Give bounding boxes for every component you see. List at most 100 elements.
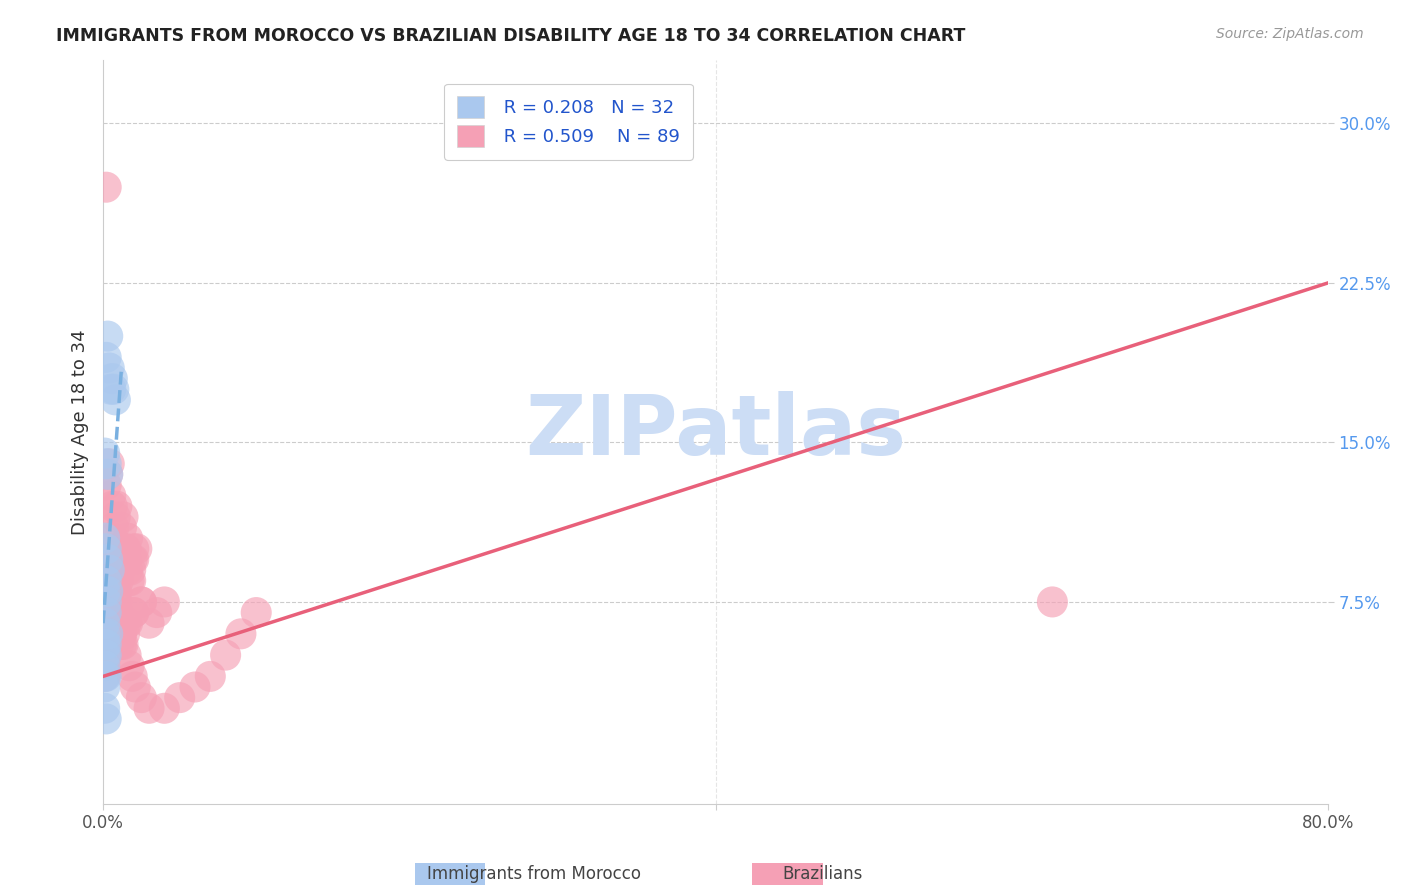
Point xyxy=(107,638,129,652)
Point xyxy=(104,509,127,524)
Point xyxy=(98,584,121,599)
Point xyxy=(138,616,160,631)
Point xyxy=(200,669,222,683)
Point xyxy=(93,701,115,715)
Point xyxy=(101,531,124,545)
Point xyxy=(93,680,115,694)
Point xyxy=(93,616,115,631)
Point xyxy=(108,541,131,556)
Point xyxy=(93,531,115,545)
Point xyxy=(97,638,120,652)
Point xyxy=(117,616,139,631)
Point xyxy=(112,638,135,652)
Point xyxy=(93,638,115,652)
Point xyxy=(114,627,136,641)
Point xyxy=(115,648,138,662)
Point xyxy=(97,563,120,577)
Point xyxy=(100,382,122,396)
Point xyxy=(96,351,118,365)
Point xyxy=(105,584,128,599)
Point xyxy=(110,638,132,652)
Point xyxy=(93,669,115,683)
Point xyxy=(96,541,118,556)
Point xyxy=(98,616,121,631)
Point xyxy=(105,595,128,609)
Point xyxy=(96,606,118,620)
Point xyxy=(97,329,120,343)
Point xyxy=(214,648,236,662)
Point xyxy=(100,541,122,556)
Point xyxy=(125,541,148,556)
Point xyxy=(103,382,125,396)
Point xyxy=(107,552,129,566)
Point xyxy=(103,616,125,631)
Point xyxy=(93,616,115,631)
Point xyxy=(110,627,132,641)
Point xyxy=(118,658,141,673)
Point xyxy=(122,606,145,620)
Point xyxy=(100,489,122,503)
Point xyxy=(104,584,127,599)
Point xyxy=(115,541,138,556)
Point xyxy=(96,574,118,588)
Point xyxy=(96,180,118,194)
Point xyxy=(101,627,124,641)
Point xyxy=(112,509,135,524)
Point xyxy=(96,606,118,620)
Point xyxy=(93,446,115,460)
Point xyxy=(96,638,118,652)
Point xyxy=(97,595,120,609)
Point xyxy=(110,627,132,641)
Point xyxy=(229,627,252,641)
Point xyxy=(184,680,207,694)
Point xyxy=(93,658,115,673)
Point xyxy=(169,690,191,705)
Point xyxy=(117,563,139,577)
Point xyxy=(96,669,118,683)
Point xyxy=(97,552,120,566)
Point xyxy=(104,616,127,631)
Point xyxy=(108,563,131,577)
Point xyxy=(115,552,138,566)
Point xyxy=(93,584,115,599)
Point xyxy=(101,606,124,620)
Point xyxy=(107,574,129,588)
Point xyxy=(97,467,120,482)
Point xyxy=(97,467,120,482)
Point xyxy=(121,669,143,683)
Point xyxy=(108,616,131,631)
Point xyxy=(103,574,125,588)
Point xyxy=(96,457,118,471)
Text: Immigrants from Morocco: Immigrants from Morocco xyxy=(427,864,641,882)
Point xyxy=(97,627,120,641)
Point xyxy=(98,361,121,376)
Point xyxy=(107,606,129,620)
Point xyxy=(118,574,141,588)
Point xyxy=(114,541,136,556)
Text: IMMIGRANTS FROM MOROCCO VS BRAZILIAN DISABILITY AGE 18 TO 34 CORRELATION CHART: IMMIGRANTS FROM MOROCCO VS BRAZILIAN DIS… xyxy=(56,27,966,45)
Point xyxy=(131,690,153,705)
Point xyxy=(245,606,267,620)
Point xyxy=(153,701,176,715)
Text: Source: ZipAtlas.com: Source: ZipAtlas.com xyxy=(1216,27,1364,41)
Point xyxy=(98,563,121,577)
Point xyxy=(98,457,121,471)
Point xyxy=(103,520,125,534)
Point xyxy=(96,478,118,492)
Point xyxy=(104,392,127,407)
Point xyxy=(98,552,121,566)
Point xyxy=(97,584,120,599)
Point xyxy=(131,595,153,609)
Point xyxy=(93,658,115,673)
Point xyxy=(131,595,153,609)
Point xyxy=(110,552,132,566)
Point xyxy=(96,648,118,662)
Point xyxy=(120,563,142,577)
Point xyxy=(100,606,122,620)
Point xyxy=(117,531,139,545)
Point xyxy=(101,371,124,385)
Point xyxy=(122,606,145,620)
Point xyxy=(96,574,118,588)
Point xyxy=(1040,595,1063,609)
Point xyxy=(115,616,138,631)
